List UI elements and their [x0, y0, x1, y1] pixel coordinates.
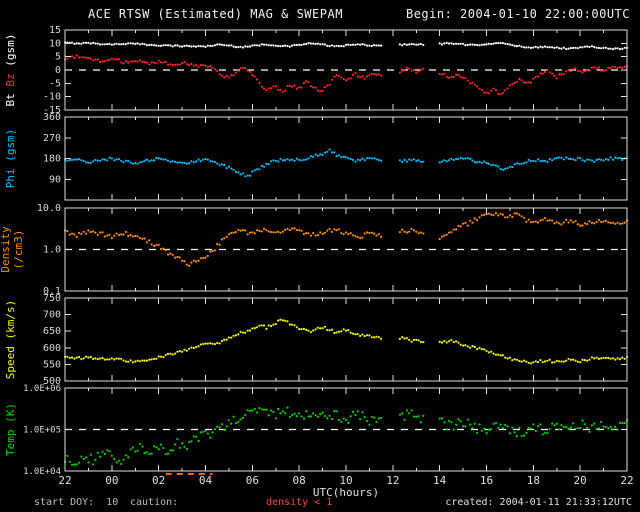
y-tick-label: 650: [43, 326, 61, 337]
panel-temp: 1.0E+06 1.0E+05 1.0E+04 Temp (K): [4, 384, 629, 477]
panel-bt-bz: 15 10 5 0 -5 -10 -15 Bt Bz (gsm): [4, 25, 629, 116]
y-axis-ticks: [65, 116, 627, 180]
y-axis-ticks: [65, 297, 627, 382]
trace-temp: [63, 406, 629, 466]
trace-bt: [63, 41, 629, 51]
panel-frame: [64, 297, 628, 382]
trace-bz: [63, 54, 629, 96]
y-tick-label: 1.0: [43, 245, 61, 256]
x-axis-ticks: [64, 117, 628, 200]
y-axis-ticks: [65, 387, 627, 472]
x-tick-label: 20: [574, 474, 587, 487]
y-tick-label: -5: [49, 78, 61, 89]
panel-axis-label: (/cm3): [12, 230, 25, 270]
y-axis-ticks: [65, 207, 627, 292]
begin-timestamp: Begin: 2004-01-10 22:00:00UTC: [405, 7, 630, 21]
x-tick-label: 00: [105, 474, 118, 487]
y-tick-label: 550: [43, 359, 61, 370]
y-tick-label: 90: [49, 174, 61, 185]
y-tick-label: 0.1: [43, 286, 61, 297]
y-tick-label: 10.0: [37, 203, 61, 214]
x-tick-label: 14: [433, 474, 447, 487]
panel-axis-label: Phi (gsm): [4, 129, 17, 189]
x-tick-label: 08: [293, 474, 306, 487]
panel-axis-label: Temp (K): [4, 403, 17, 456]
x-axis-title: UTC(hours): [313, 486, 379, 499]
y-tick-label: 600: [43, 343, 61, 354]
x-axis-labels: 22 00 02 04 06 08 10 12 14 16 18 20 22 UTC(hours): [58, 474, 633, 499]
x-tick-label: 18: [527, 474, 540, 487]
panel-frame: [64, 116, 628, 201]
y-tick-label: 1.0E+06: [23, 384, 61, 394]
y-tick-label: 360: [43, 112, 61, 123]
y-tick-label: 15: [49, 25, 61, 36]
panel-density: 10.0 1.0 0.1 Density (/cm3): [0, 203, 629, 297]
plot-title: ACE RTSW (Estimated) MAG & SWEPAM: [88, 7, 343, 21]
x-tick-label: 16: [480, 474, 493, 487]
x-axis-ticks: [64, 298, 628, 381]
y-tick-label: 270: [43, 133, 61, 144]
x-axis-ticks: [64, 388, 628, 471]
trace-density: [63, 212, 629, 267]
panel-axis-label: Speed (km/s): [4, 300, 17, 379]
x-tick-label: 12: [386, 474, 399, 487]
x-tick-label: 22: [58, 474, 71, 487]
y-tick-label: -15: [43, 105, 61, 116]
x-axis-ticks: [64, 208, 628, 291]
footer-caution-label: caution:: [130, 497, 179, 508]
trace-phi: [63, 148, 629, 178]
x-tick-label: 06: [246, 474, 259, 487]
trace-speed: [63, 318, 629, 365]
footer-caution-value: density < 1: [266, 497, 333, 508]
panel-axis-label: Density: [0, 226, 12, 273]
x-tick-label: 10: [339, 474, 352, 487]
y-tick-label: 10: [49, 38, 61, 49]
x-tick-label: 02: [152, 474, 165, 487]
y-tick-label: -10: [43, 92, 61, 103]
x-tick-label: 22: [620, 474, 633, 487]
x-tick-label: 04: [199, 474, 213, 487]
y-tick-label: 750: [43, 293, 61, 304]
x-axis-ticks: [64, 30, 628, 110]
y-tick-label: 180: [43, 154, 61, 165]
panel-phi: 360 270 180 90 Phi (gsm): [4, 112, 629, 201]
footer-created-timestamp: created: 2004-01-11 21:33:12UTC: [445, 497, 632, 508]
y-tick-label: 700: [43, 310, 61, 321]
footer-start-doy: start DOY: 10: [34, 497, 119, 508]
y-tick-label: 0: [55, 65, 61, 76]
panel-axis-label: Bt Bz (gsm): [4, 34, 17, 107]
y-tick-label: 5: [55, 52, 61, 63]
y-tick-label: 500: [43, 376, 61, 387]
y-axis-ticks: [65, 29, 627, 111]
y-tick-label: 1.0E+04: [23, 467, 61, 477]
y-tick-label: 1.0E+05: [23, 426, 61, 436]
panel-speed: 750 700 650 600 550 500 Speed (km/s): [4, 293, 629, 387]
